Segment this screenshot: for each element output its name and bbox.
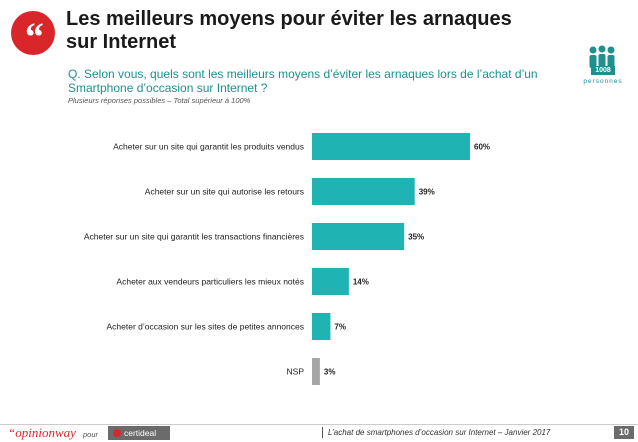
- bar: [312, 133, 470, 160]
- people-icon: [589, 45, 615, 68]
- bar: [312, 268, 349, 295]
- quote-badge: “: [11, 11, 55, 59]
- certideal-logo-icon: [113, 429, 121, 437]
- value-label: 7%: [334, 323, 346, 332]
- category-label: Acheter sur un site qui autorise les ret…: [145, 187, 304, 197]
- certideal-logo: [108, 426, 170, 440]
- bar: [312, 358, 320, 385]
- quote-glyph: “: [23, 14, 43, 59]
- survey-note: Plusieurs réponses possibles – Total sup…: [68, 96, 251, 105]
- certideal-name: certideal: [124, 428, 157, 438]
- footer-separator: [322, 427, 323, 438]
- footer-divider: [0, 424, 638, 425]
- bar: [312, 223, 405, 250]
- footer-pour: pour: [83, 430, 99, 439]
- value-label: 14%: [353, 278, 369, 287]
- page-number: 10: [614, 426, 634, 439]
- category-label: Acheter d’occasion sur les sites de peti…: [106, 322, 304, 332]
- category-label: Acheter sur un site qui garantit les pro…: [113, 142, 304, 152]
- survey-question: Q. Selon vous, quels sont les meilleurs …: [68, 67, 538, 95]
- opinionway-logo: “opinionway: [8, 425, 76, 440]
- value-label: 3%: [324, 368, 336, 377]
- bar: [312, 313, 331, 340]
- footer-caption: L’achat de smartphones d’occasion sur In…: [328, 428, 551, 437]
- bar-chart: Acheter sur un site qui garantit les pro…: [84, 133, 490, 385]
- category-label: Acheter aux vendeurs particuliers les mi…: [116, 277, 304, 287]
- category-label: Acheter sur un site qui garantit les tra…: [84, 232, 304, 242]
- bar: [312, 178, 415, 205]
- category-label: NSP: [287, 367, 305, 377]
- value-label: 39%: [419, 188, 435, 197]
- value-label: 60%: [474, 143, 490, 152]
- page-title: Les meilleurs moyens pour éviter les arn…: [66, 8, 512, 53]
- value-label: 35%: [408, 233, 424, 242]
- sample-label: personnes: [583, 78, 623, 85]
- sample-count: 1008: [591, 66, 615, 75]
